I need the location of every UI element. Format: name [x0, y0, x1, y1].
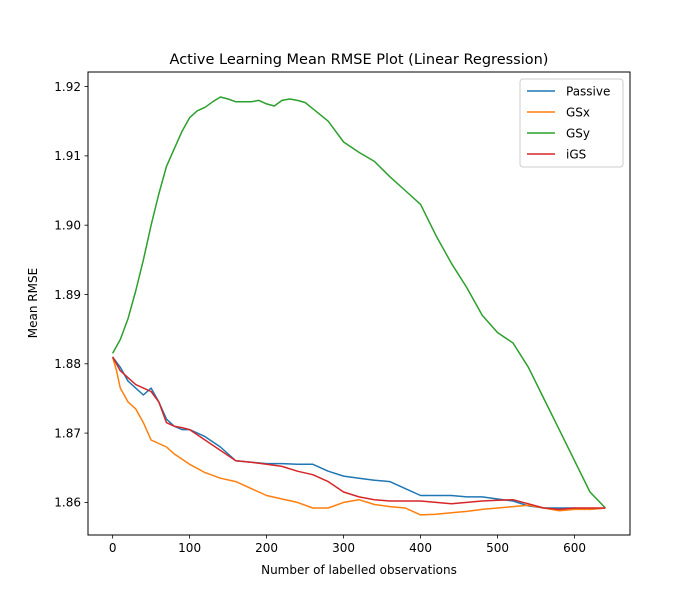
x-tick-label: 400: [409, 541, 432, 555]
y-axis-label: Mean RMSE: [26, 268, 40, 338]
legend-label-gsy: GSy: [566, 126, 590, 140]
y-tick-label: 1.90: [54, 218, 81, 232]
x-tick-label: 100: [178, 541, 201, 555]
chart-title: Active Learning Mean RMSE Plot (Linear R…: [170, 52, 549, 68]
x-tick-label: 300: [332, 541, 355, 555]
y-tick-label: 1.88: [54, 357, 81, 371]
x-axis-ticks: 0 100 200 300 400 500 600: [109, 535, 586, 555]
series-line-gsx: [111, 356, 606, 516]
plot-frame: [87, 71, 631, 536]
y-axis-ticks: 1.86 1.87 1.88 1.89 1.90 1.91 1.92: [54, 80, 88, 510]
x-tick-label: 500: [486, 541, 509, 555]
x-tick-label: 600: [563, 541, 586, 555]
legend-label-gsx: GSx: [566, 105, 590, 119]
x-tick-label: 0: [109, 541, 117, 555]
y-tick-label: 1.87: [54, 426, 81, 440]
y-tick-label: 1.91: [54, 149, 81, 163]
legend-label-igs: iGS: [566, 147, 586, 161]
series-layer: [111, 96, 606, 516]
series-line-gsy: [111, 96, 606, 509]
legend: Passive GSx GSy iGS: [519, 78, 624, 168]
x-axis-label: Number of labelled observations: [261, 563, 457, 577]
y-tick-label: 1.92: [54, 80, 81, 94]
legend-label-passive: Passive: [566, 84, 610, 98]
y-tick-label: 1.86: [54, 496, 81, 510]
y-tick-label: 1.89: [54, 288, 81, 302]
x-tick-label: 200: [255, 541, 278, 555]
legend-box: [519, 78, 624, 168]
series-line-igs: [111, 356, 606, 511]
